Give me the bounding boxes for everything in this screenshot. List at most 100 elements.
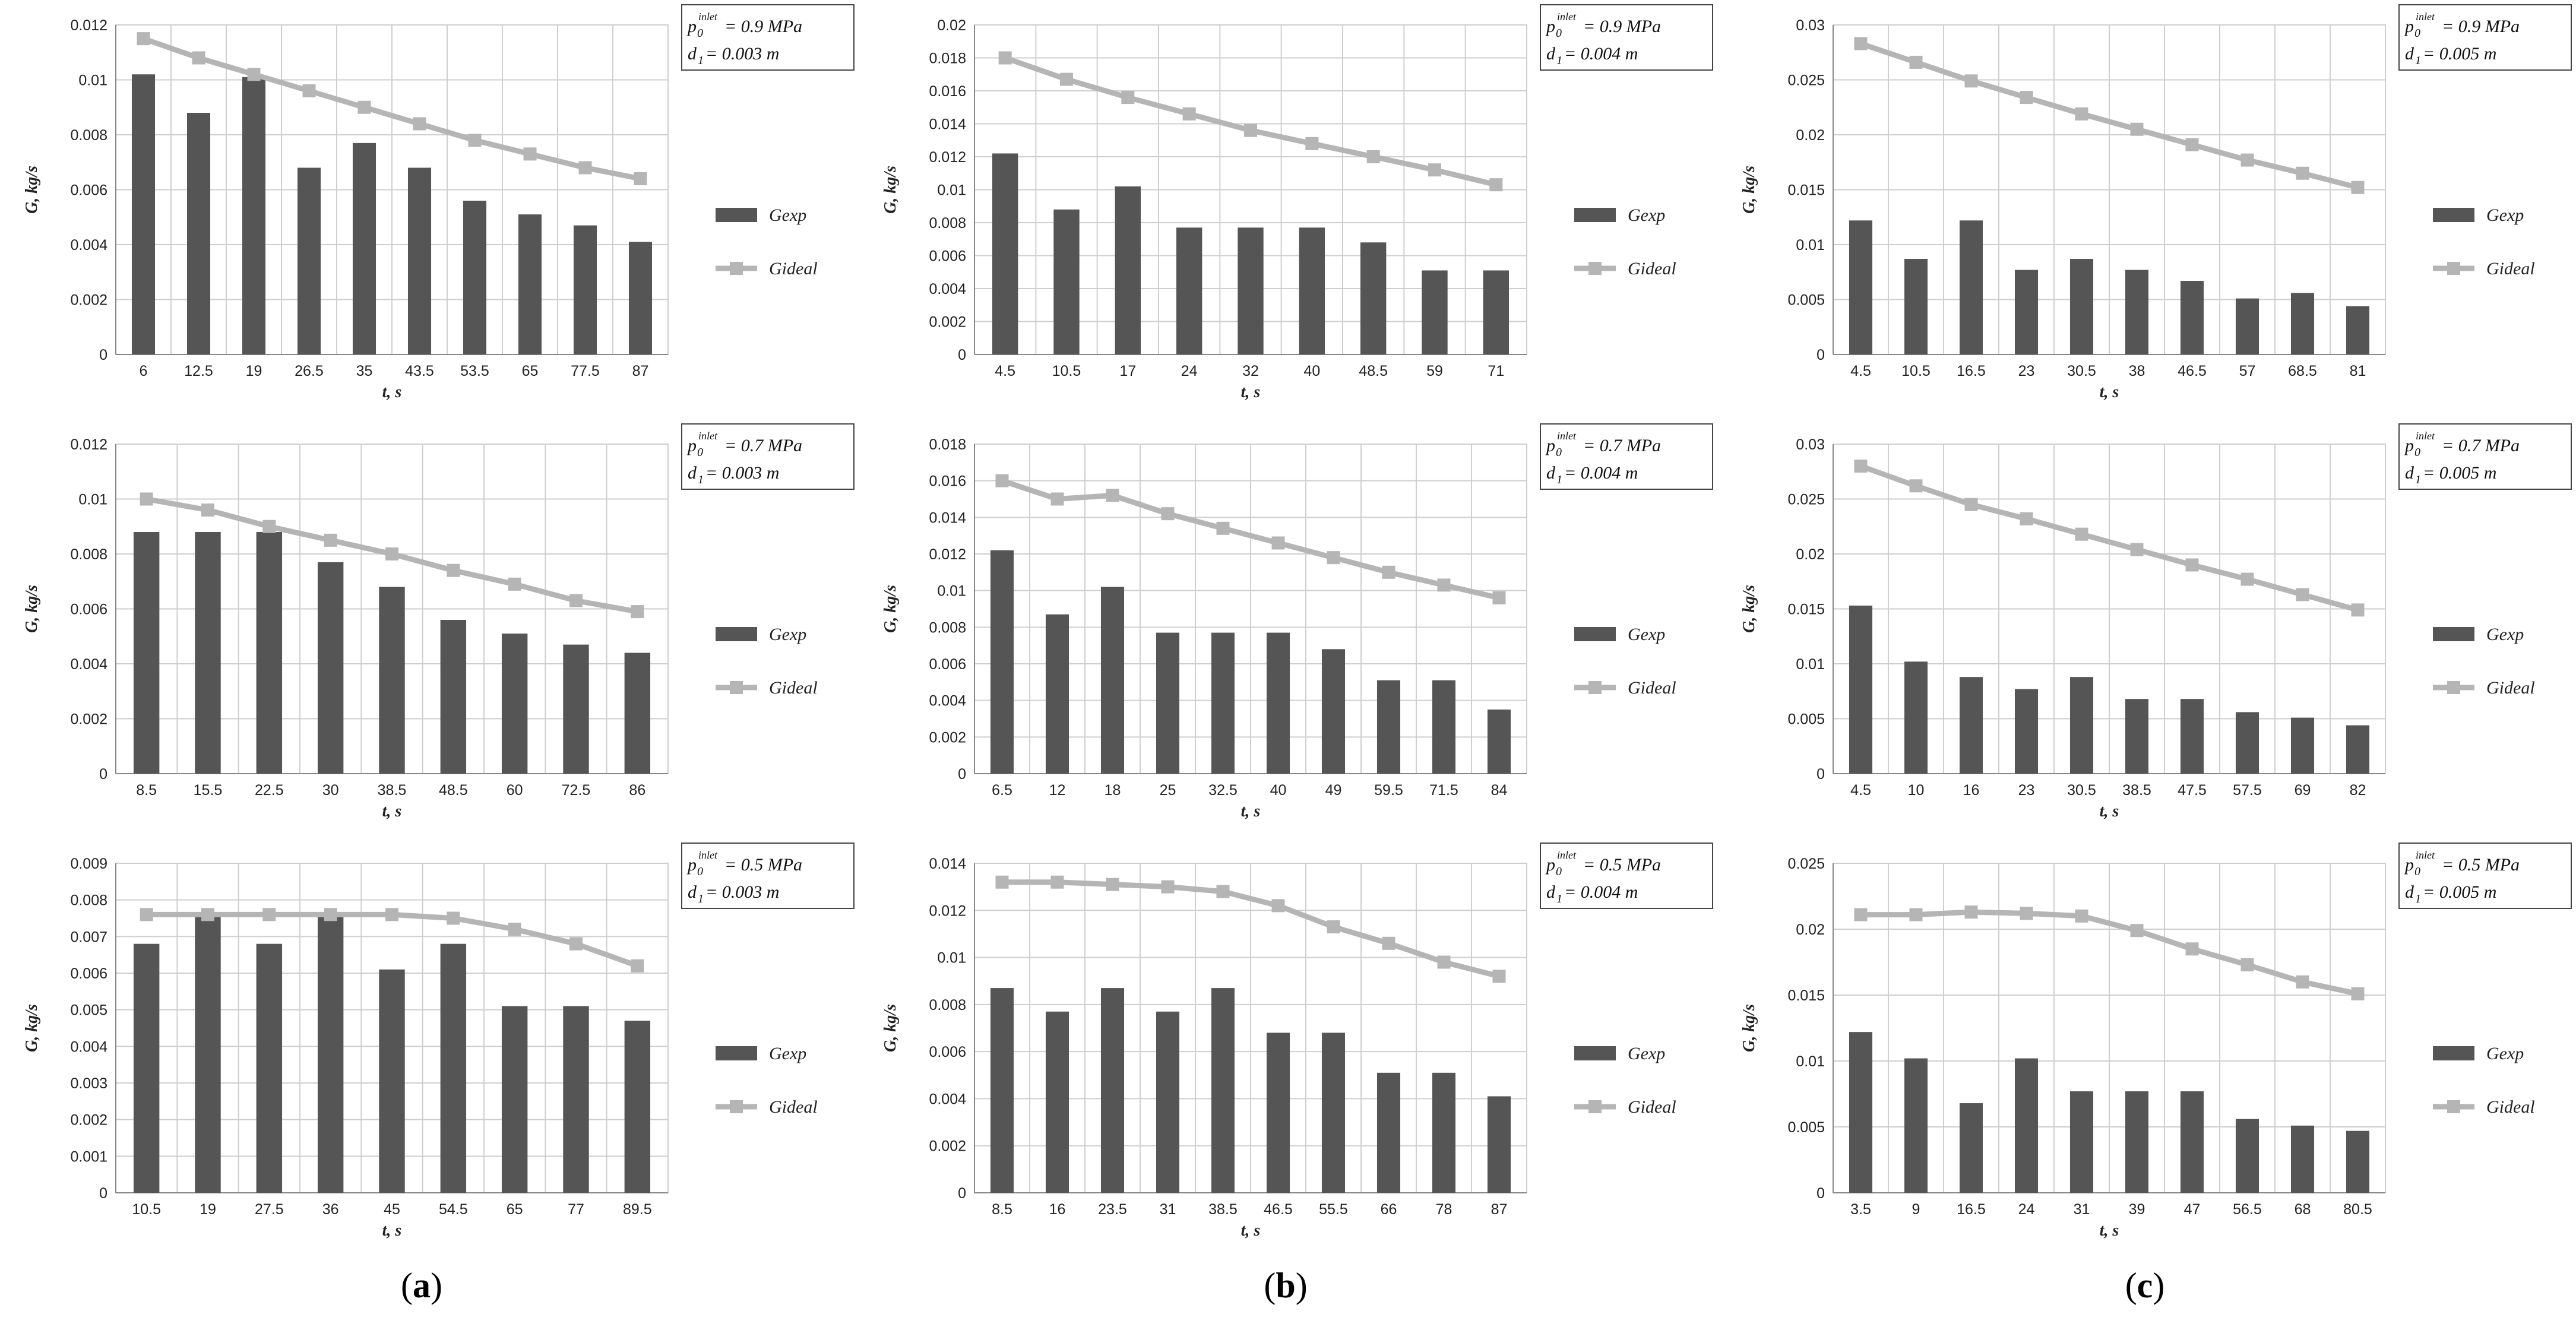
bar-gexp bbox=[1483, 270, 1509, 354]
bar-gexp bbox=[131, 74, 156, 354]
bar-gexp bbox=[2346, 725, 2370, 774]
x-tick-label: 59.5 bbox=[1374, 782, 1403, 799]
bar-gexp bbox=[1849, 605, 1873, 774]
bar-gexp bbox=[379, 969, 405, 1193]
marker-gideal bbox=[1428, 163, 1441, 177]
parameter-box-frame bbox=[681, 423, 855, 490]
param-p-superscript: inlet bbox=[2416, 849, 2435, 861]
y-tick-label: 0.02 bbox=[1796, 921, 1825, 938]
line-gideal bbox=[999, 879, 1502, 979]
x-tick-label: 55.5 bbox=[1319, 1201, 1348, 1218]
bar-gexp bbox=[2014, 1058, 2039, 1193]
x-tick-label: 19 bbox=[200, 1201, 216, 1218]
column-label-letter: c bbox=[2137, 1266, 2153, 1305]
y-tick-label: 0.025 bbox=[1787, 72, 1825, 89]
marker-gideal bbox=[1106, 489, 1119, 502]
bar-gexp bbox=[1904, 259, 1928, 354]
y-tick-label: 0.005 bbox=[70, 1002, 107, 1019]
param-d-subscript: 1 bbox=[698, 54, 704, 67]
y-tick-label: 0.005 bbox=[1787, 711, 1825, 728]
x-tick-label: 6 bbox=[140, 363, 148, 379]
legend-label-gexp: Gexp bbox=[2486, 1044, 2524, 1063]
param-d-subscript: 1 bbox=[698, 892, 704, 905]
y-tick-label: 0.008 bbox=[929, 997, 966, 1014]
param-p-subscript: 0 bbox=[2414, 27, 2420, 40]
marker-gideal bbox=[1492, 591, 1506, 604]
y-tick-label: 0.004 bbox=[929, 693, 966, 710]
y-tick-label: 0.015 bbox=[1787, 987, 1825, 1004]
marker-gideal bbox=[2296, 588, 2309, 601]
param-p-superscript: inlet bbox=[1557, 11, 1577, 23]
bar-gexp bbox=[1904, 1058, 1928, 1193]
marker-gideal bbox=[2075, 107, 2088, 121]
parameter-box-frame bbox=[1540, 423, 1713, 490]
x-tick-label: 26.5 bbox=[295, 363, 324, 379]
param-p-value: = 0.7 MPa bbox=[2442, 436, 2520, 455]
bar-gexp bbox=[407, 167, 432, 354]
bar-gexp bbox=[1959, 677, 1983, 774]
param-d-subscript: 1 bbox=[698, 473, 704, 486]
marker-gideal bbox=[2020, 907, 2033, 920]
chart-panel-a1: 0 0.002 0.004 0.006 0.008 0.01 0.012 6 12.5 19 26.… bbox=[23, 4, 855, 401]
y-tick-label: 0.004 bbox=[70, 237, 107, 254]
column-label-close: ) bbox=[2153, 1266, 2164, 1305]
line-gideal bbox=[1858, 40, 2360, 191]
y-tick-label: 0.01 bbox=[1796, 656, 1825, 673]
marker-gideal bbox=[1305, 137, 1319, 150]
x-axis-title: t, s bbox=[2100, 802, 2119, 821]
param-d-value: = 0.004 m bbox=[1564, 463, 1638, 483]
column-label-open: ( bbox=[2125, 1266, 2137, 1305]
bar-gexp bbox=[2125, 1091, 2149, 1193]
marker-gideal bbox=[2240, 572, 2254, 586]
bar-gexp bbox=[990, 988, 1014, 1193]
bar-gexp bbox=[2346, 1130, 2370, 1193]
marker-gideal bbox=[1854, 460, 1868, 473]
param-p-symbol: p bbox=[686, 855, 697, 875]
x-tick-label: 65 bbox=[507, 1201, 523, 1218]
bar-gexp bbox=[1849, 1032, 1873, 1193]
marker-gideal bbox=[2185, 558, 2199, 572]
y-tick-label: 0.025 bbox=[1787, 492, 1825, 508]
parameter-box: p inlet 0 = 0.5 MPa d 1 = 0.004 m bbox=[1540, 843, 1713, 909]
column-label-close: ) bbox=[431, 1266, 442, 1305]
param-d-subscript: 1 bbox=[1556, 473, 1562, 486]
marker-gideal bbox=[2240, 958, 2254, 971]
x-tick-label: 10.5 bbox=[1901, 363, 1931, 379]
x-tick-label: 39 bbox=[2129, 1201, 2145, 1218]
x-tick-label: 80.5 bbox=[2343, 1201, 2372, 1218]
y-tick-label: 0.012 bbox=[70, 436, 107, 453]
marker-gideal bbox=[2351, 603, 2365, 617]
param-p-symbol: p bbox=[1545, 855, 1555, 875]
bar-gexp bbox=[990, 550, 1014, 774]
x-tick-label: 86 bbox=[629, 782, 645, 799]
marker-gideal bbox=[995, 474, 1009, 487]
marker-gideal bbox=[523, 147, 537, 161]
param-p-superscript: inlet bbox=[1557, 849, 1577, 861]
param-d-value: = 0.004 m bbox=[1564, 882, 1638, 902]
marker-gideal bbox=[2075, 527, 2088, 541]
y-tick-label: 0 bbox=[958, 1185, 966, 1202]
x-tick-label: 15.5 bbox=[194, 782, 223, 799]
y-tick-label: 0.03 bbox=[1796, 17, 1825, 34]
bar-gexp bbox=[2290, 293, 2315, 354]
y-tick-label: 0.02 bbox=[937, 17, 966, 34]
bar-gexp bbox=[1376, 680, 1401, 774]
y-tick-label: 0.008 bbox=[929, 215, 966, 232]
x-tick-label: 31 bbox=[1160, 1201, 1176, 1218]
x-tick-label: 24 bbox=[2018, 1201, 2035, 1218]
legend-swatch-gexp bbox=[2433, 627, 2474, 641]
param-p-subscript: 0 bbox=[1556, 27, 1562, 40]
x-tick-label: 30.5 bbox=[2067, 782, 2096, 799]
bar-gexp bbox=[1487, 1096, 1511, 1193]
chart-panel-a3: 0 0.001 0.002 0.003 0.004 0.005 0.006 0.007 0.00… bbox=[23, 843, 855, 1240]
param-p-value: = 0.5 MPa bbox=[2442, 855, 2520, 875]
bar-gexp bbox=[2180, 699, 2204, 774]
x-tick-label: 69 bbox=[2295, 782, 2311, 799]
bar-gexp bbox=[2180, 281, 2204, 354]
legend-label-gexp: Gexp bbox=[1628, 1044, 1665, 1063]
marker-gideal bbox=[1327, 920, 1340, 934]
legend-marker-gideal bbox=[2447, 1100, 2460, 1113]
param-p-subscript: 0 bbox=[697, 446, 703, 459]
marker-gideal bbox=[1216, 521, 1230, 535]
bar-gexp bbox=[1321, 1033, 1346, 1193]
